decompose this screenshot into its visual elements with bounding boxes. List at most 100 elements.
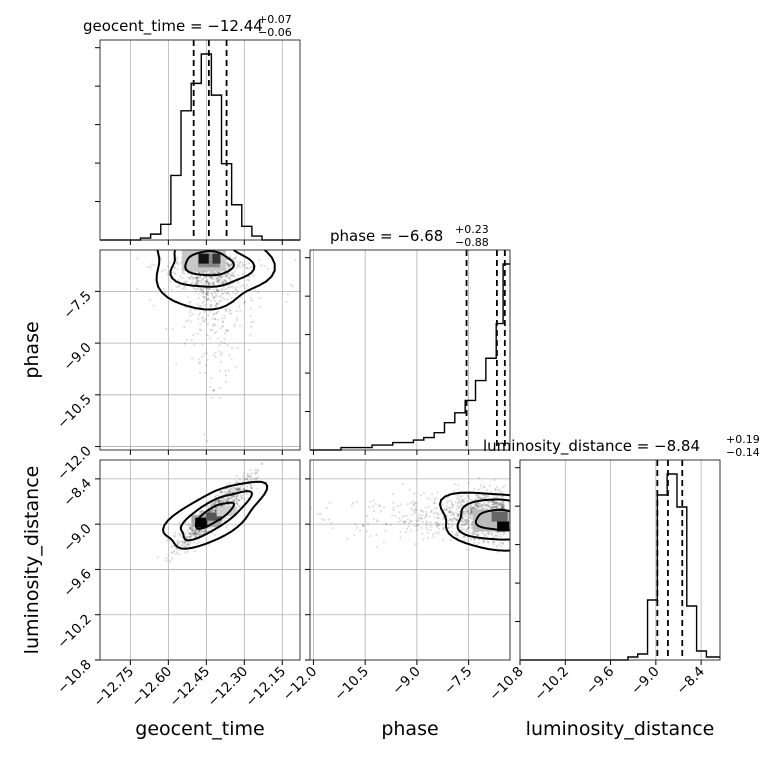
scatter-point xyxy=(207,283,211,286)
scatter-point xyxy=(175,547,178,550)
scatter-point xyxy=(224,308,228,312)
scatter-point xyxy=(175,285,178,288)
svg-text:−0.88: −0.88 xyxy=(455,236,489,249)
scatter-point xyxy=(212,312,215,315)
scatter-point xyxy=(222,499,225,503)
scatter-point xyxy=(470,523,474,526)
scatter-point xyxy=(234,497,237,500)
scatter-point xyxy=(199,532,202,535)
x-tick-label-luminosity-distance: −8.4 xyxy=(673,664,707,698)
scatter-point xyxy=(232,272,235,275)
scatter-point xyxy=(430,526,433,529)
scatter-point xyxy=(433,507,437,510)
scatter-point xyxy=(240,296,243,299)
scatter-point xyxy=(470,503,473,506)
scatter-point xyxy=(227,275,230,278)
scatter-point xyxy=(470,511,473,514)
scatter-point xyxy=(487,501,491,504)
scatter-point xyxy=(449,510,452,513)
scatter-point xyxy=(183,272,186,275)
scatter-point xyxy=(494,500,497,504)
scatter-point xyxy=(246,475,249,478)
scatter-point xyxy=(174,272,177,276)
scatter-point xyxy=(451,523,454,527)
scatter-point xyxy=(460,526,463,529)
scatter-point xyxy=(472,533,476,536)
scatter-point xyxy=(469,511,472,514)
scatter-point xyxy=(206,358,209,361)
scatter-point xyxy=(478,476,481,480)
scatter-point xyxy=(456,533,459,536)
scatter-point xyxy=(459,502,463,505)
scatter-point xyxy=(392,508,395,512)
scatter-point xyxy=(220,289,223,292)
scatter-point xyxy=(376,520,379,523)
scatter-point xyxy=(212,288,215,291)
scatter-point xyxy=(463,497,467,500)
scatter-point xyxy=(190,534,193,537)
y-axis-label-luminosity-distance: luminosity_distance xyxy=(21,466,43,655)
scatter-point xyxy=(413,524,416,528)
scatter-point xyxy=(217,499,221,502)
scatter-point xyxy=(175,362,178,365)
scatter-point xyxy=(179,534,182,537)
scatter-point xyxy=(219,270,222,274)
scatter-point xyxy=(225,499,228,502)
scatter-point xyxy=(481,504,484,507)
scatter-point xyxy=(194,528,197,531)
scatter-point xyxy=(425,524,428,527)
scatter-point xyxy=(214,502,217,506)
scatter-point xyxy=(206,279,209,283)
scatter-point xyxy=(449,499,452,502)
scatter-point xyxy=(350,504,353,507)
scatter-point xyxy=(186,523,189,527)
scatter-point xyxy=(195,532,198,535)
scatter-point xyxy=(415,509,418,512)
scatter-point xyxy=(410,507,413,510)
scatter-point xyxy=(204,530,207,534)
scatter-point xyxy=(207,281,210,284)
scatter-point xyxy=(205,293,208,296)
scatter-point xyxy=(236,487,239,491)
scatter-point xyxy=(229,486,232,490)
scatter-point xyxy=(225,273,228,276)
scatter-point xyxy=(241,264,245,267)
scatter-point xyxy=(225,525,228,529)
scatter-point xyxy=(491,540,494,543)
scatter-point xyxy=(187,532,190,535)
scatter-point xyxy=(209,328,212,331)
scatter-point xyxy=(217,500,221,504)
scatter-point xyxy=(494,507,498,510)
scatter-point xyxy=(291,285,294,288)
scatter-point xyxy=(198,529,201,532)
scatter-point xyxy=(229,273,232,276)
scatter-point xyxy=(219,361,223,364)
scatter-point xyxy=(197,358,201,361)
scatter-point xyxy=(210,305,213,308)
scatter-point xyxy=(213,296,216,299)
scatter-point xyxy=(211,509,214,512)
scatter-point xyxy=(211,317,214,320)
scatter-point xyxy=(459,495,462,499)
scatter-point xyxy=(194,278,197,281)
scatter-point xyxy=(177,539,180,543)
scatter-point xyxy=(464,523,467,526)
scatter-point xyxy=(462,511,465,514)
scatter-point xyxy=(325,506,328,510)
scatter-point xyxy=(469,504,473,507)
scatter-point xyxy=(432,512,435,515)
scatter-point xyxy=(194,531,197,535)
scatter-point xyxy=(406,518,410,521)
scatter-point xyxy=(433,498,436,501)
scatter-point xyxy=(188,531,191,535)
scatter-point xyxy=(474,498,477,501)
scatter-point xyxy=(205,280,208,283)
scatter-point xyxy=(220,281,224,284)
scatter-point xyxy=(475,506,478,509)
scatter-point xyxy=(193,276,196,279)
scatter-point xyxy=(435,507,438,510)
scatter-point xyxy=(420,509,423,512)
scatter-point xyxy=(466,500,469,503)
scatter-point xyxy=(227,284,230,287)
scatter-point xyxy=(478,502,482,506)
